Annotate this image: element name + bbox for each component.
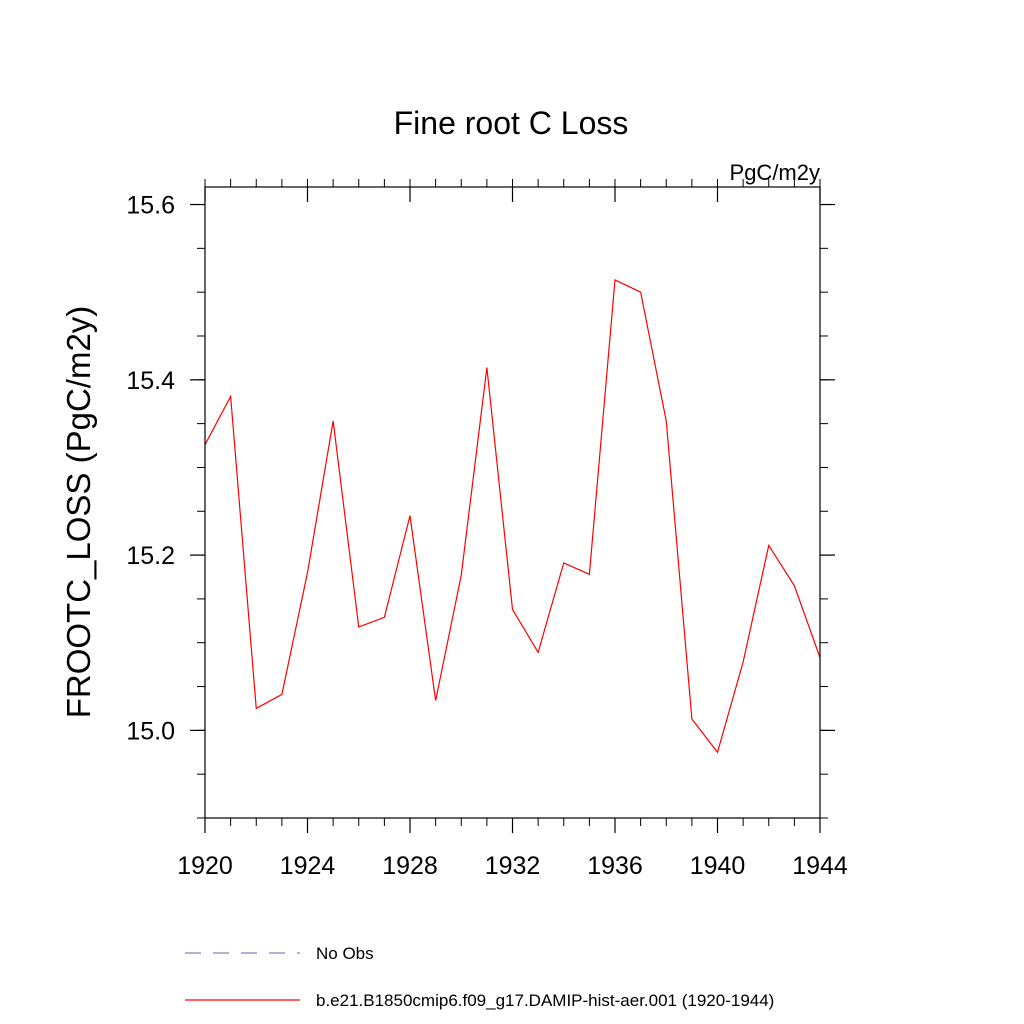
x-tick-label: 1924 (280, 852, 336, 880)
plot-frame (204, 186, 821, 819)
series-line-0 (204, 278, 821, 754)
units-label: PgC/m2y (730, 160, 820, 185)
chart-title: Fine root C Loss (394, 105, 629, 141)
x-tick-label: 1944 (792, 852, 848, 880)
x-tick-label: 1932 (485, 852, 541, 880)
x-tick-label: 1920 (177, 852, 233, 880)
y-tick-label: 15.6 (126, 192, 175, 220)
legend-label-model: b.e21.B1850cmip6.f09_g17.DAMIP-hist-aer.… (316, 991, 774, 1010)
x-tick-label: 1936 (587, 852, 643, 880)
legend-label-no-obs: No Obs (316, 944, 374, 963)
y-tick-label: 15.4 (126, 367, 175, 395)
x-tick-label: 1940 (690, 852, 746, 880)
axis-ticks: 15.0 15.2 15.4 15.6 1920 1924 1928 1932 1936 1940… (126, 179, 848, 880)
y-axis-label: FROOTC_LOSS (PgC/m2y) (60, 306, 97, 719)
x-tick-label: 1928 (382, 852, 438, 880)
plot-area (204, 278, 821, 754)
y-tick-label: 15.0 (126, 717, 175, 745)
legend: No Obs b.e21.B1850cmip6.f09_g17.DAMIP-hi… (185, 944, 774, 1010)
y-tick-label: 15.2 (126, 542, 175, 570)
